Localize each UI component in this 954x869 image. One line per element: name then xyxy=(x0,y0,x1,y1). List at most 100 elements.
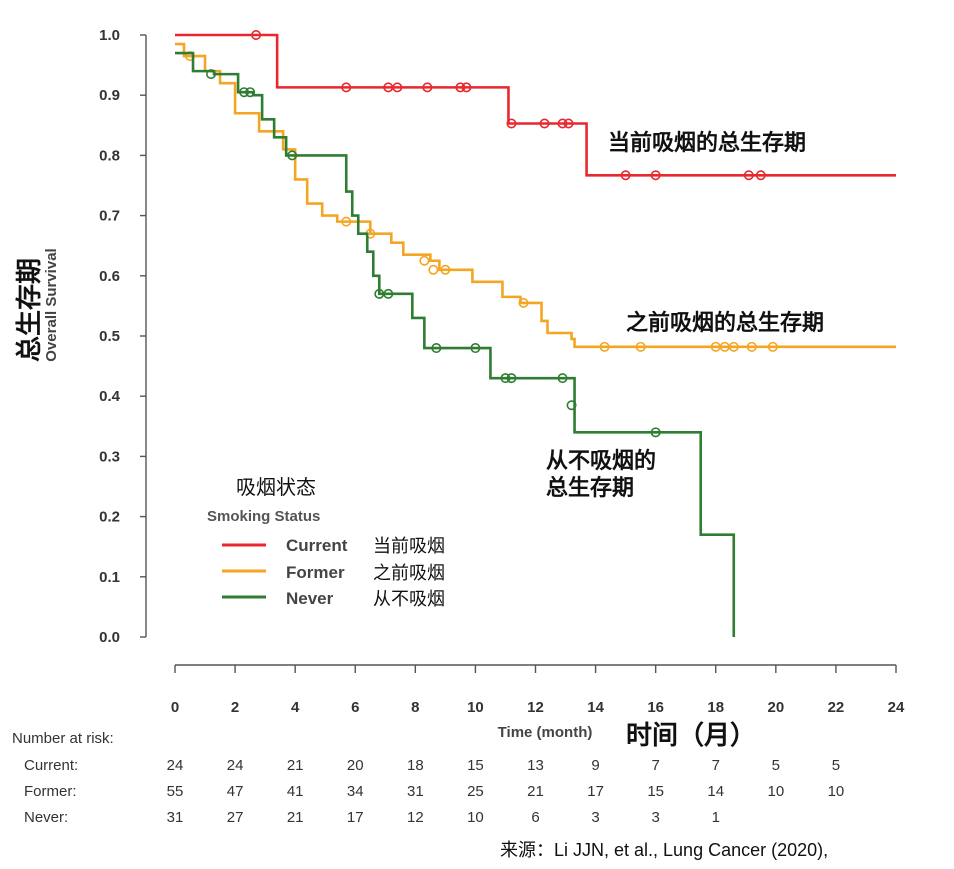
censor-mark-never xyxy=(287,150,298,161)
risk-value-former: 14 xyxy=(707,783,724,800)
legend-label-never-cn: 从不吸烟 xyxy=(373,589,445,610)
censor-mark-current xyxy=(341,82,352,93)
y-tick-label: 0.9 xyxy=(99,87,120,104)
x-tick-label: 4 xyxy=(291,699,300,716)
censor-mark-former xyxy=(767,341,778,352)
risk-value-never: 21 xyxy=(287,809,304,826)
censor-mark-former xyxy=(341,216,352,227)
censor-mark-former xyxy=(440,264,451,275)
y-axis-label-cn: 总生存期 xyxy=(15,258,45,362)
annotation-never-line1: 从不吸烟的 xyxy=(546,448,656,474)
risk-row-label-current: Current: xyxy=(24,757,78,774)
censor-mark-current xyxy=(392,82,403,93)
x-tick-label: 18 xyxy=(707,699,724,716)
x-tick-label: 8 xyxy=(411,699,419,716)
censor-mark-former xyxy=(746,341,757,352)
x-tick-label: 10 xyxy=(467,699,484,716)
y-tick-label: 0.1 xyxy=(99,569,120,586)
legend-label-current-cn: 当前吸烟 xyxy=(373,536,445,557)
y-tick-label: 0.7 xyxy=(99,208,120,225)
censor-mark-former xyxy=(599,341,610,352)
risk-value-former: 47 xyxy=(227,783,244,800)
risk-value-former: 21 xyxy=(527,783,544,800)
y-tick-label: 0.6 xyxy=(99,268,120,285)
risk-value-never: 3 xyxy=(651,809,659,826)
y-tick-label: 0.3 xyxy=(99,448,120,465)
y-tick-label: 0.2 xyxy=(99,509,120,526)
censor-mark-never xyxy=(650,427,661,438)
risk-value-former: 41 xyxy=(287,783,304,800)
y-tick-label: 0.4 xyxy=(99,388,121,405)
y-tick-label: 0.8 xyxy=(99,147,120,164)
legend-label-former: Former xyxy=(286,563,345,582)
censor-mark-current xyxy=(557,118,568,129)
censor-mark-never xyxy=(557,373,568,384)
risk-value-never: 31 xyxy=(167,809,184,826)
risk-value-current: 5 xyxy=(772,757,780,774)
x-tick-label: 20 xyxy=(767,699,784,716)
risk-value-never: 17 xyxy=(347,809,364,826)
x-axis-ticks: 0 2 4 6 8 10 12 14 16 18 20 22 24 xyxy=(171,665,905,716)
risk-value-current: 13 xyxy=(527,757,544,774)
risk-value-current: 7 xyxy=(651,757,659,774)
legend-label-former-cn: 之前吸烟 xyxy=(373,563,445,584)
x-tick-label: 2 xyxy=(231,699,239,716)
censor-mark-former xyxy=(518,297,529,308)
censor-mark-current xyxy=(563,118,574,129)
annotation-never-line2: 总生存期 xyxy=(546,475,634,501)
annotation-former: 之前吸烟的总生存期 xyxy=(626,310,824,336)
censor-mark-current xyxy=(755,170,766,181)
censor-mark-never xyxy=(500,373,511,384)
censor-mark-current xyxy=(251,29,262,40)
censor-mark-never xyxy=(470,343,481,354)
risk-value-current: 24 xyxy=(167,757,184,774)
x-tick-label: 14 xyxy=(587,699,604,716)
censor-mark-never xyxy=(206,69,217,80)
survival-line-current xyxy=(175,33,896,177)
risk-value-former: 25 xyxy=(467,783,484,800)
risk-value-never: 1 xyxy=(712,809,720,826)
risk-value-former: 10 xyxy=(767,783,784,800)
censor-mark-never xyxy=(239,87,250,98)
legend-label-never: Never xyxy=(286,589,334,608)
risk-row-label-former: Former: xyxy=(24,783,77,800)
censor-mark-former xyxy=(635,341,646,352)
risk-value-never: 27 xyxy=(227,809,244,826)
risk-value-former: 31 xyxy=(407,783,424,800)
survival-line-never xyxy=(175,51,736,637)
censor-mark-never xyxy=(431,343,442,354)
censor-mark-former xyxy=(728,341,739,352)
risk-value-former: 15 xyxy=(647,783,664,800)
y-tick-label: 0.5 xyxy=(99,328,120,345)
risk-value-current: 15 xyxy=(467,757,484,774)
risk-value-former: 10 xyxy=(828,783,845,800)
source-citation: 来源：Li JJN, et al., Lung Cancer (2020), xyxy=(500,840,828,860)
risk-value-current: 21 xyxy=(287,757,304,774)
risk-value-former: 55 xyxy=(167,783,184,800)
x-tick-label: 16 xyxy=(647,699,664,716)
censor-mark-current xyxy=(461,82,472,93)
y-tick-label: 1.0 xyxy=(99,27,120,44)
risk-value-current: 7 xyxy=(712,757,720,774)
risk-value-current: 20 xyxy=(347,757,364,774)
x-tick-label: 0 xyxy=(171,699,179,716)
y-axis-label: Overall Survival xyxy=(43,248,60,361)
censor-mark-never xyxy=(506,373,517,384)
censor-mark-former xyxy=(419,255,430,266)
censor-mark-current xyxy=(539,118,550,129)
censor-mark-former xyxy=(428,264,439,275)
x-tick-label: 12 xyxy=(527,699,544,716)
legend-label-current: Current xyxy=(286,536,348,555)
risk-row-label-never: Never: xyxy=(24,809,68,826)
annotation-current: 当前吸烟的总生存期 xyxy=(608,130,806,156)
censor-mark-current xyxy=(455,82,466,93)
x-axis-label: Time (month) xyxy=(498,724,593,741)
risk-value-current: 18 xyxy=(407,757,424,774)
legend-title-cn: 吸烟状态 xyxy=(236,475,316,499)
censor-mark-never xyxy=(383,288,394,299)
risk-value-former: 34 xyxy=(347,783,364,800)
risk-value-never: 3 xyxy=(591,809,599,826)
censor-mark-current xyxy=(620,170,631,181)
x-axis-label-cn: 时间（月） xyxy=(626,721,756,751)
